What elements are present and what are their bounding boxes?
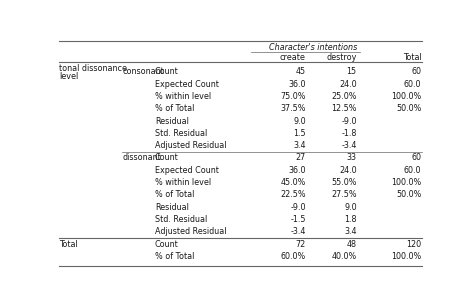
Text: 60.0%: 60.0% [280,252,306,261]
Text: 24.0: 24.0 [339,79,356,88]
Text: 12.5%: 12.5% [331,104,356,113]
Text: 50.0%: 50.0% [396,104,421,113]
Text: 27.5%: 27.5% [331,191,356,199]
Text: % within level: % within level [155,178,211,187]
Text: Expected Count: Expected Count [155,79,219,88]
Text: -1.5: -1.5 [290,215,306,224]
Text: -9.0: -9.0 [290,203,306,212]
Text: 25.0%: 25.0% [331,92,356,101]
Text: 60.0: 60.0 [404,166,421,175]
Text: dissonant: dissonant [122,153,161,162]
Text: 33: 33 [347,153,356,162]
Text: 55.0%: 55.0% [331,178,356,187]
Text: % of Total: % of Total [155,104,194,113]
Text: Residual: Residual [155,203,189,212]
Text: 120: 120 [406,240,421,249]
Text: 40.0%: 40.0% [332,252,356,261]
Text: 1.5: 1.5 [293,129,306,138]
Text: 36.0: 36.0 [288,79,306,88]
Text: Count: Count [155,67,179,76]
Text: % within level: % within level [155,92,211,101]
Text: 48: 48 [347,240,356,249]
Text: -3.4: -3.4 [341,141,356,150]
Text: Std. Residual: Std. Residual [155,129,207,138]
Text: consonant: consonant [122,67,164,76]
Text: 72: 72 [295,240,306,249]
Text: 36.0: 36.0 [288,166,306,175]
Text: 45: 45 [295,67,306,76]
Text: 100.0%: 100.0% [391,178,421,187]
Text: Adjusted Residual: Adjusted Residual [155,227,227,236]
Text: Residual: Residual [155,117,189,126]
Text: % of Total: % of Total [155,252,194,261]
Text: Total: Total [402,53,421,62]
Text: Total: Total [60,240,78,249]
Text: Expected Count: Expected Count [155,166,219,175]
Text: Std. Residual: Std. Residual [155,215,207,224]
Text: 37.5%: 37.5% [280,104,306,113]
Text: 60.0: 60.0 [404,79,421,88]
Text: Count: Count [155,240,179,249]
Text: 100.0%: 100.0% [391,252,421,261]
Text: 60: 60 [411,67,421,76]
Text: 45.0%: 45.0% [280,178,306,187]
Text: Count: Count [155,153,179,162]
Text: 22.5%: 22.5% [280,191,306,199]
Text: 27: 27 [295,153,306,162]
Text: 60: 60 [411,153,421,162]
Text: 100.0%: 100.0% [391,92,421,101]
Text: 50.0%: 50.0% [396,191,421,199]
Text: Character's intentions: Character's intentions [269,43,357,52]
Text: 3.4: 3.4 [344,227,356,236]
Text: 15: 15 [347,67,356,76]
Text: tonal dissonance: tonal dissonance [60,64,128,73]
Text: 24.0: 24.0 [339,166,356,175]
Text: 75.0%: 75.0% [280,92,306,101]
Text: 9.0: 9.0 [293,117,306,126]
Text: create: create [280,53,306,62]
Text: -3.4: -3.4 [290,227,306,236]
Text: destroy: destroy [326,53,356,62]
Text: level: level [60,72,79,81]
Text: 3.4: 3.4 [293,141,306,150]
Text: % of Total: % of Total [155,191,194,199]
Text: -1.8: -1.8 [341,129,356,138]
Text: 9.0: 9.0 [344,203,356,212]
Text: -9.0: -9.0 [341,117,356,126]
Text: 1.8: 1.8 [344,215,356,224]
Text: Adjusted Residual: Adjusted Residual [155,141,227,150]
